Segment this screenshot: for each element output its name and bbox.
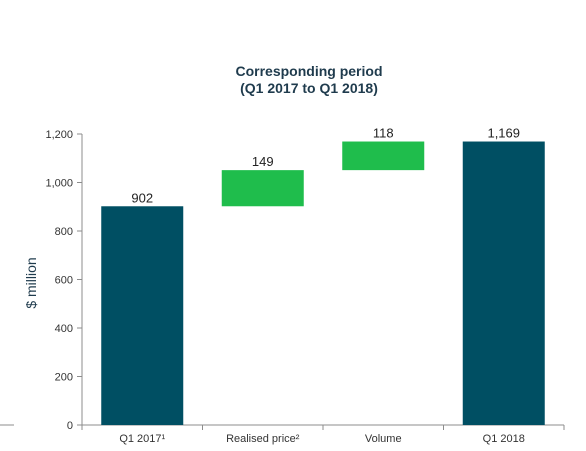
y-tick-label: 1,200 xyxy=(45,129,73,141)
bar-total xyxy=(101,206,184,425)
data-label: 149 xyxy=(252,154,274,169)
data-label: 1,169 xyxy=(487,126,520,141)
x-category-label: Volume xyxy=(365,433,402,445)
x-category-label: Q1 2018 xyxy=(483,433,525,445)
y-axis-label: $ million xyxy=(23,257,39,308)
chart-title: Corresponding period xyxy=(236,63,383,79)
y-tick-label: 0 xyxy=(67,420,73,432)
data-label: 902 xyxy=(131,190,153,205)
chart-subtitle: (Q1 2017 to Q1 2018) xyxy=(240,80,378,96)
y-tick-label: 1,000 xyxy=(45,178,73,190)
y-tick-label: 600 xyxy=(55,275,73,287)
y-tick-label: 800 xyxy=(55,226,73,238)
y-tick-label: 200 xyxy=(55,372,73,384)
data-label: 118 xyxy=(373,126,394,141)
bar-total xyxy=(462,141,545,425)
bar-increase xyxy=(342,141,425,171)
plot-area: 0 200 400 600 800 1,000 1,200 902 Q1 2017¹ 149 Rea… xyxy=(45,126,565,445)
y-tick-label: 400 xyxy=(55,323,73,335)
x-category-label: Q1 2017¹ xyxy=(119,433,165,445)
bar-increase xyxy=(221,170,304,207)
x-category-label: Realised price² xyxy=(226,433,300,445)
